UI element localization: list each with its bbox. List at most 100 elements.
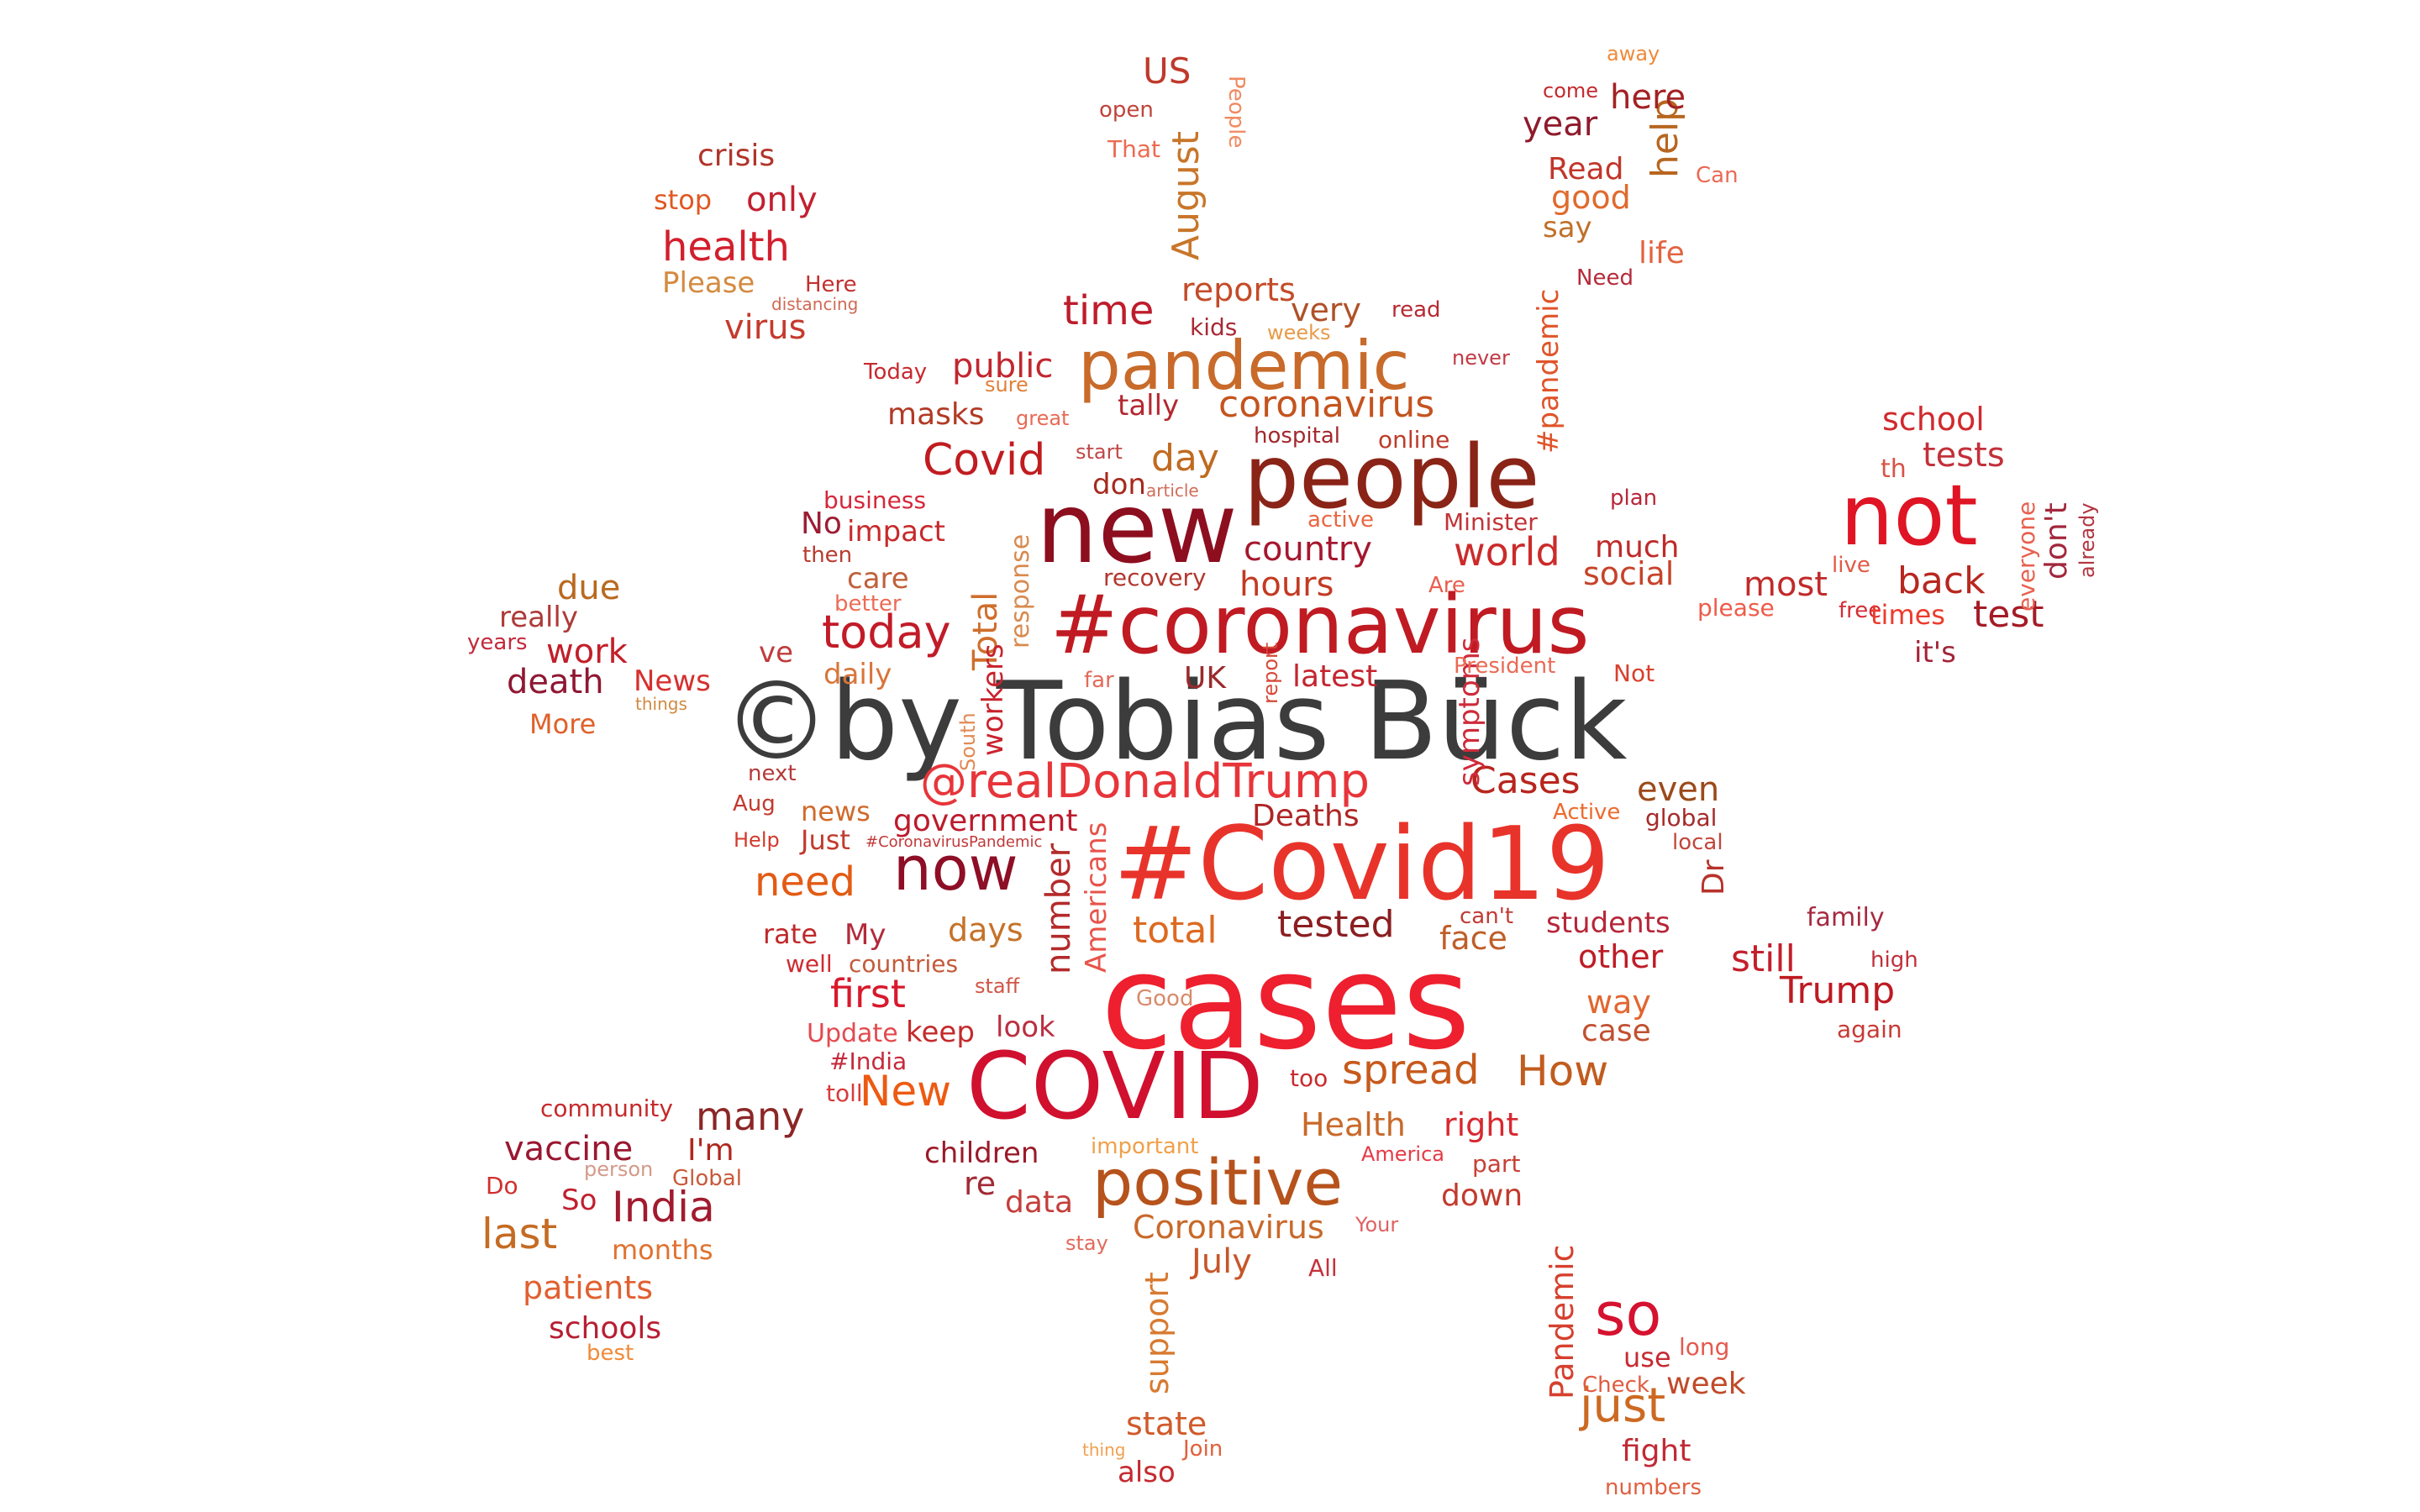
word-other: other [1578,938,1664,975]
word-keep: keep [906,1016,975,1049]
word-away: away [1607,42,1660,66]
word-not: Not [1613,659,1655,687]
word-months: months [612,1234,713,1266]
word-first: first [830,971,906,1016]
word-death: death [507,663,604,701]
word-people: People [1223,76,1249,149]
word-part: part [1472,1150,1521,1178]
word-countries: countries [849,950,959,978]
word-here: here [1610,78,1686,117]
word-far: far [1084,668,1114,693]
word-virus: virus [724,308,807,347]
word-last: last [481,1210,558,1258]
word-come: come [1543,79,1599,102]
word-way: way [1586,984,1651,1021]
word-face: face [1439,920,1507,957]
word-th: th [1881,454,1907,484]
word-times: times [1870,599,1945,631]
word-hospital: hospital [1254,423,1341,449]
word-by-tobias-b-ck: ©by Tobias Bück [723,659,1628,785]
word-tally: tally [1118,389,1180,423]
word-check: Check [1582,1373,1649,1398]
word-then: then [802,543,853,568]
word-work: work [546,633,628,671]
word-so: So [561,1184,597,1217]
word-re: re [964,1165,997,1202]
word-tested: tested [1277,903,1395,946]
word-coronaviruspandemic: #CoronavirusPandemic [865,833,1043,851]
word-latest: latest [1292,659,1378,694]
word-better: better [834,591,902,617]
word-do: Do [486,1172,518,1200]
word-active: Active [1553,800,1621,825]
word-very: very [1291,291,1361,328]
word-reports: reports [1181,271,1296,308]
word-cases: Cases [1470,759,1581,802]
word-need: need [755,858,855,906]
word-so: so [1595,1280,1662,1349]
word-article: article [1146,480,1199,501]
word-my: My [844,918,886,952]
word-need: Need [1576,265,1634,291]
word-realdonaldtrump: @realDonaldTrump [920,754,1370,809]
word-july: July [1192,1242,1252,1281]
word-online: online [1378,426,1450,454]
word-us: US [1143,50,1192,92]
word-global: global [1645,804,1718,832]
word-america: America [1361,1142,1444,1166]
word-news: News [634,664,711,698]
word-stay: stay [1065,1231,1108,1255]
word-just: Just [801,824,850,856]
word-everyone: everyone [2012,501,2040,612]
word-staff: staff [975,974,1020,998]
word-long: long [1679,1333,1730,1361]
word-start: start [1076,440,1123,464]
word-again: again [1837,1016,1902,1043]
word-now: now [893,833,1018,904]
word-are: Are [1428,573,1465,598]
word-never: never [1452,346,1510,370]
word-just: just [1580,1378,1666,1433]
word-person: person [584,1158,654,1181]
word-years: years [467,630,528,655]
word-august: August [1165,131,1207,260]
word-join: Join [1183,1436,1223,1462]
word-not: not [1840,466,1978,564]
word-it-s: it's [1914,636,1956,669]
word-public: public [952,347,1054,386]
word-data: data [1005,1185,1074,1220]
word-most: most [1744,565,1828,604]
word-numbers: numbers [1605,1475,1702,1500]
word-good: good [1551,179,1631,216]
word-read: Read [1548,152,1624,186]
word-back: back [1897,559,1986,602]
word-rate: rate [763,918,818,950]
word-children: children [924,1137,1039,1170]
word-please: Please [662,266,755,300]
word-schools: schools [549,1311,662,1346]
word-school: school [1882,401,1985,438]
word-good: Good [1136,986,1194,1011]
word-people: people [1244,426,1540,528]
word-deaths: Deaths [1252,799,1360,833]
word-coronavirus: Coronavirus [1133,1209,1324,1246]
word-active: active [1307,507,1375,533]
word-new: new [1036,472,1238,585]
word-aug: Aug [733,791,776,816]
word-health: health [662,223,790,270]
word-say: say [1543,211,1592,244]
word-coronavirus: #coronavirus [1050,578,1590,672]
word-total: total [1133,909,1218,952]
word-open: open [1099,97,1154,123]
word-things: things [635,694,687,714]
word-social: social [1583,555,1675,592]
word-hours: hours [1239,565,1334,604]
word-masks: masks [887,397,985,432]
word-great: great [1016,407,1070,430]
word-vaccine: vaccine [504,1130,634,1168]
word-days: days [948,911,1023,948]
word-due: due [557,569,621,607]
word-toll: toll [826,1079,863,1107]
word-time: time [1063,287,1155,334]
